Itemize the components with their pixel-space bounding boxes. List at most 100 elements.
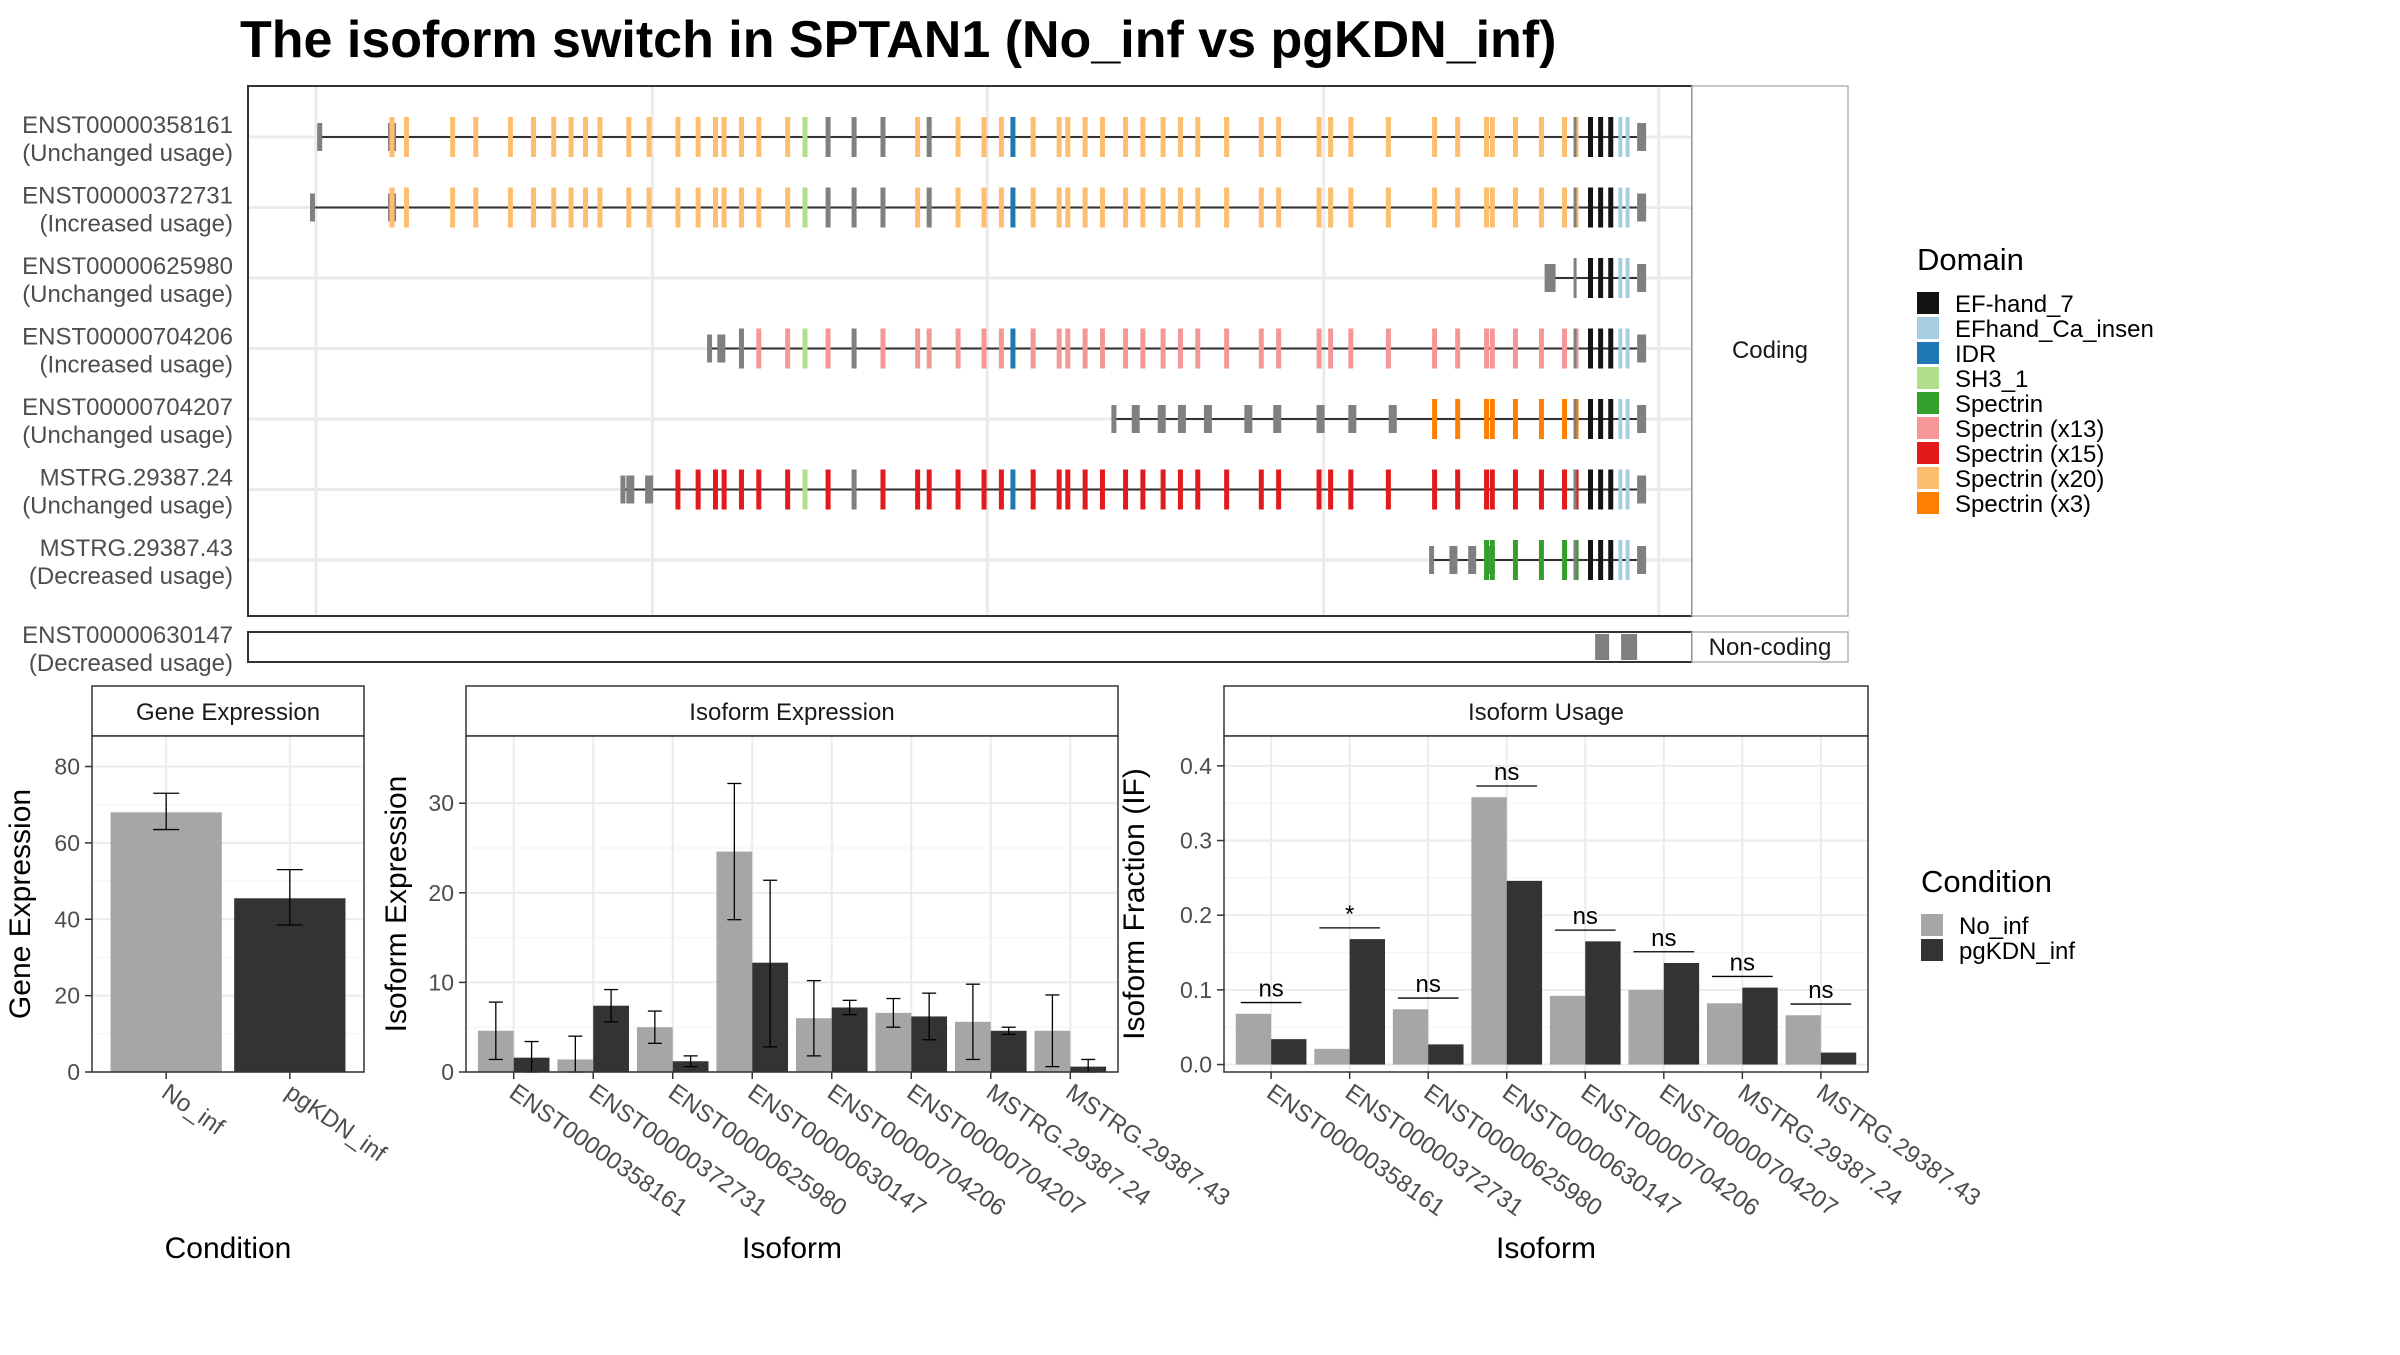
- utr-exon: [1244, 405, 1253, 433]
- y-tick-label: 0: [67, 1059, 80, 1085]
- x-tick-label: pgKDN_inf: [280, 1079, 391, 1168]
- y-tick-label: 60: [54, 830, 80, 856]
- coding-exon: [1432, 187, 1438, 228]
- coding-exon: [1258, 469, 1264, 510]
- coding-exon: [756, 187, 762, 228]
- isoform-usage-label: (Unchanged usage): [22, 422, 233, 449]
- domain-legend-swatch: [1917, 492, 1939, 514]
- coding-exon: [1123, 187, 1129, 228]
- isoform-usage-label: (Increased usage): [40, 211, 233, 238]
- bar: [1820, 1052, 1857, 1065]
- domain-legend-label: Spectrin (x20): [1955, 466, 2104, 493]
- y-tick-label: 20: [428, 880, 454, 906]
- coding-exon: [955, 117, 961, 157]
- coding-exon: [1195, 469, 1201, 510]
- utr-exon: [1547, 264, 1556, 292]
- noncoding-exon: [1621, 634, 1638, 660]
- y-axis-label: Isoform Expression: [380, 776, 413, 1033]
- utr-exon: [1468, 546, 1477, 574]
- coding-exon: [1056, 469, 1062, 510]
- coding-strip: [1691, 85, 1849, 617]
- coding-exon: [880, 469, 886, 510]
- coding-exon: [450, 117, 456, 157]
- y-tick-label: 0.2: [1180, 902, 1212, 928]
- coding-exon: [1195, 117, 1201, 157]
- coding-exon: [1512, 117, 1518, 157]
- utr-exon: [626, 475, 635, 504]
- coding-exon: [1348, 117, 1354, 157]
- bar: [1506, 880, 1543, 1065]
- coding-exon: [1030, 117, 1036, 157]
- utr-exon: [645, 475, 654, 504]
- utr-exon: [1131, 405, 1140, 433]
- coding-exon: [1160, 469, 1166, 510]
- ef-hand-exon: [1598, 328, 1604, 369]
- coding-exon: [756, 328, 762, 369]
- coding-exon: [1512, 399, 1518, 439]
- coding-exon: [1573, 328, 1577, 369]
- coding-exon: [597, 187, 603, 228]
- coding-exon: [1573, 469, 1577, 510]
- coding-exon: [1160, 328, 1166, 369]
- coding-exon: [1455, 469, 1461, 510]
- x-axis-label: Isoform: [742, 1232, 842, 1265]
- coding-exon: [626, 187, 632, 228]
- coding-exon: [1489, 328, 1495, 369]
- coding-exon: [1082, 187, 1088, 228]
- ef-hand-exon: [1598, 187, 1604, 228]
- bar: [1471, 797, 1507, 1065]
- coding-exon: [1160, 117, 1166, 157]
- coding-exon: [1030, 469, 1036, 510]
- bar: [234, 898, 346, 1072]
- coding-exon: [473, 187, 479, 228]
- ef-hand-exon: [1598, 540, 1604, 580]
- bar: [1585, 941, 1621, 1065]
- y-axis-label: Isoform Fraction (IF): [1118, 768, 1151, 1040]
- condition-legend-title: Condition: [1921, 864, 2052, 899]
- coding-exon: [915, 469, 921, 510]
- domain-legend-swatch: [1917, 367, 1939, 389]
- coding-exon: [1099, 469, 1105, 510]
- significance-label: ns: [1573, 903, 1598, 930]
- coding-exon: [1489, 117, 1495, 157]
- structure-panel-bg: [248, 86, 1692, 616]
- coding-exon: [583, 117, 589, 157]
- coding-exon: [1224, 117, 1230, 157]
- coding-exon: [1562, 540, 1568, 580]
- bar: [1785, 1015, 1821, 1065]
- coding-exon: [1484, 328, 1490, 369]
- coding-exon: [785, 187, 791, 228]
- efhand-ca-exon: [1625, 469, 1630, 510]
- coding-exon: [1140, 187, 1146, 228]
- utr-exon: [1637, 475, 1647, 504]
- coding-exon: [1140, 117, 1146, 157]
- domain-legend-label: Spectrin (x3): [1955, 491, 2091, 518]
- significance-label: ns: [1651, 925, 1676, 952]
- facet-title: Isoform Usage: [1468, 699, 1624, 726]
- coding-exon: [1455, 399, 1461, 439]
- coding-exon: [802, 187, 808, 228]
- utr-exon: [1637, 193, 1647, 222]
- coding-exon: [675, 187, 681, 228]
- noncoding-panel: [247, 631, 1693, 663]
- coding-exon: [646, 187, 652, 228]
- coding-exon: [915, 187, 921, 228]
- coding-exon: [1573, 540, 1577, 580]
- utr-exon: [620, 475, 626, 504]
- domain-legend-label: SH3_1: [1955, 366, 2028, 393]
- coding-exon: [1432, 469, 1438, 510]
- coding-exon: [1573, 258, 1577, 298]
- x-axis-label: Condition: [165, 1232, 292, 1265]
- efhand-ca-exon: [1618, 187, 1623, 228]
- coding-exon: [1010, 187, 1016, 228]
- bar: [1314, 1048, 1350, 1065]
- transcript-row-ENST00000625980: [1544, 258, 1647, 298]
- coding-exon: [998, 187, 1004, 228]
- utr-exon: [309, 193, 315, 222]
- coding-exon: [1512, 187, 1518, 228]
- significance-label: ns: [1808, 977, 1833, 1004]
- ef-hand-exon: [1598, 117, 1604, 157]
- coding-exon: [1455, 187, 1461, 228]
- coding-exon: [1328, 469, 1334, 510]
- utr-exon: [1157, 405, 1166, 433]
